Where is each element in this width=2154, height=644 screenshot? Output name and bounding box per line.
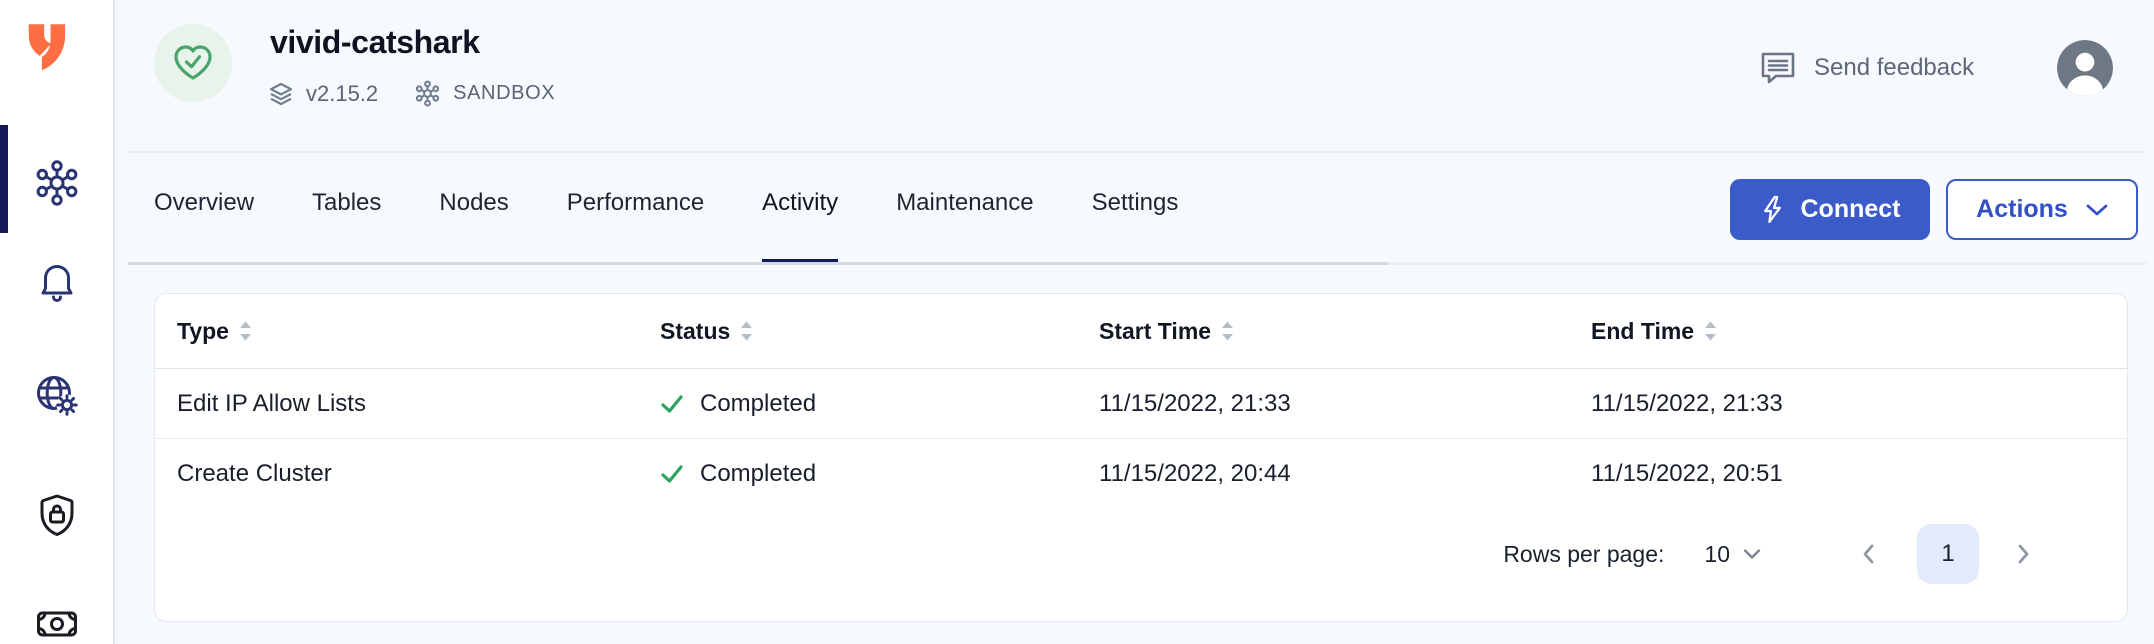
tab-nodes[interactable]: Nodes (439, 189, 509, 216)
lightning-bolt-icon (1760, 195, 1785, 224)
column-header-status[interactable]: Status (660, 318, 1099, 345)
actions-button[interactable]: Actions (1946, 179, 2138, 240)
connect-label: Connect (1800, 195, 1901, 223)
banknote-icon (33, 600, 81, 644)
sidebar (0, 0, 115, 644)
user-avatar-icon (2057, 40, 2113, 96)
layers-icon (268, 81, 294, 107)
column-label: Type (177, 317, 229, 344)
sidebar-active-indicator (0, 125, 8, 233)
tab-bar: Overview Tables Nodes Performance Activi… (154, 187, 1178, 265)
page-number-button[interactable]: 1 (1917, 524, 1979, 584)
chevron-right-icon (2017, 543, 2031, 565)
send-feedback-button[interactable]: Send feedback (1757, 48, 1974, 88)
chevron-down-icon (2086, 203, 2108, 217)
tab-performance[interactable]: Performance (566, 189, 705, 216)
cell-status: Completed (660, 460, 1099, 488)
cluster-meta: v2.15.2 SANDBOX (268, 80, 555, 107)
shield-lock-icon (33, 491, 81, 539)
check-icon (660, 392, 684, 416)
rows-per-page-label: Rows per page: (1503, 540, 1665, 567)
rows-per-page-value: 10 (1704, 540, 1730, 567)
bell-icon (33, 259, 81, 307)
connect-button[interactable]: Connect (1730, 179, 1930, 240)
column-header-end-time[interactable]: End Time (1591, 318, 2127, 345)
actions-label: Actions (1976, 195, 2068, 223)
table-row: Create Cluster Completed 11/15/2022, 20:… (155, 439, 2127, 509)
chevron-left-icon (1861, 543, 1875, 565)
feedback-bubble-icon (1757, 48, 1799, 88)
sidebar-item-clusters[interactable] (33, 159, 81, 207)
tab-tables[interactable]: Tables (312, 189, 382, 216)
previous-page-button[interactable] (1861, 543, 1875, 565)
plan-badge-label: SANDBOX (453, 82, 556, 104)
pagination: Rows per page: 10 1 (1503, 524, 2031, 584)
sort-icon (1704, 320, 1717, 342)
next-page-button[interactable] (2017, 543, 2031, 565)
cell-end-time: 11/15/2022, 21:33 (1591, 389, 1783, 417)
cell-start-time: 11/15/2022, 20:44 (1099, 460, 1291, 487)
plan-badge: SANDBOX (414, 80, 555, 107)
sidebar-item-alerts[interactable] (33, 259, 81, 307)
send-feedback-label: Send feedback (1814, 54, 1975, 81)
tab-settings[interactable]: Settings (1091, 189, 1179, 216)
sidebar-item-billing[interactable] (33, 600, 81, 644)
user-avatar[interactable] (2057, 40, 2113, 96)
column-header-start-time[interactable]: Start Time (1099, 318, 1591, 345)
cell-status: Completed (660, 390, 1099, 418)
check-icon (660, 462, 684, 486)
cell-type: Create Cluster (177, 460, 332, 487)
cluster-icon (414, 80, 441, 107)
heart-check-icon (172, 44, 214, 82)
sort-icon (1221, 320, 1234, 342)
version-label: v2.15.2 (306, 80, 379, 106)
status-label: Completed (700, 460, 817, 487)
column-label: End Time (1591, 317, 1695, 344)
cluster-icon (33, 159, 81, 207)
cell-start-time: 11/15/2022, 21:33 (1099, 389, 1291, 417)
column-header-type[interactable]: Type (177, 318, 660, 345)
tab-activity[interactable]: Activity (762, 187, 839, 265)
activity-table-card: Type Status Start Time End Time (154, 293, 2128, 622)
tabs-underline (128, 262, 1388, 265)
header-divider (128, 151, 2146, 153)
column-label: Start Time (1099, 317, 1212, 344)
globe-gear-icon (33, 371, 81, 419)
tabs-underline-right (1388, 262, 2146, 265)
sidebar-item-security[interactable] (33, 491, 81, 539)
yugabyte-logo[interactable] (26, 22, 66, 72)
sidebar-item-network-access[interactable] (33, 371, 81, 419)
rows-per-page-select[interactable]: 10 (1704, 541, 1761, 568)
page-title: vivid-catshark (270, 24, 480, 60)
cell-type: Edit IP Allow Lists (177, 389, 366, 417)
column-label: Status (660, 317, 731, 344)
status-label: Completed (700, 389, 817, 417)
table-row: Edit IP Allow Lists Completed 11/15/2022… (155, 369, 2127, 439)
chevron-down-icon (1743, 548, 1761, 560)
sort-icon (740, 320, 753, 342)
tab-overview[interactable]: Overview (154, 189, 255, 216)
cell-end-time: 11/15/2022, 20:51 (1591, 460, 1783, 487)
cluster-version: v2.15.2 (268, 81, 378, 107)
cluster-health-badge (154, 24, 232, 102)
sort-icon (239, 320, 252, 342)
table-header-row: Type Status Start Time End Time (155, 294, 2127, 369)
tab-maintenance[interactable]: Maintenance (896, 189, 1034, 216)
